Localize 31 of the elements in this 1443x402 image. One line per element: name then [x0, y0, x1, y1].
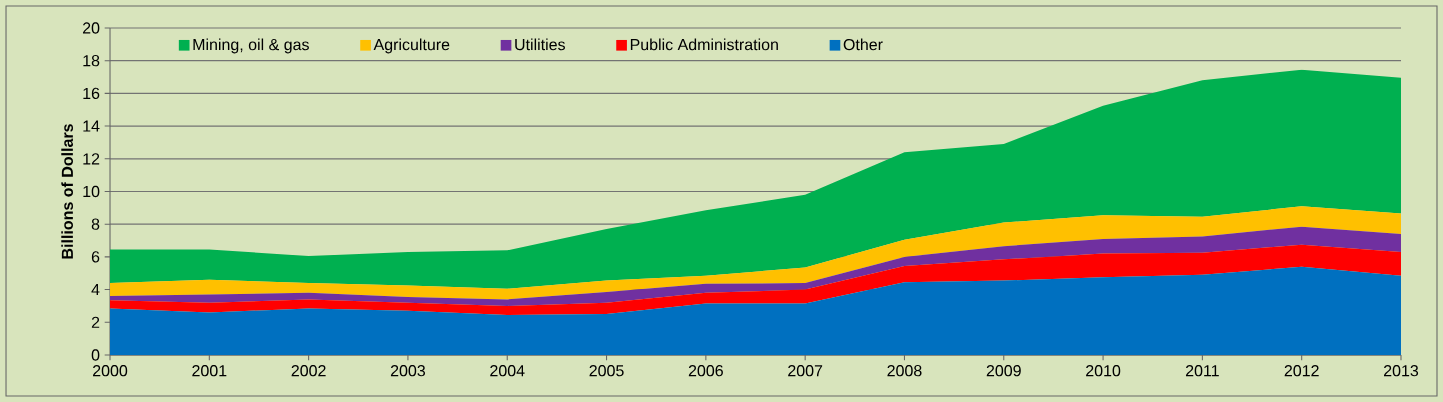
x-tick-label: 2006	[688, 365, 723, 377]
y-tick-label: 12	[83, 153, 100, 165]
x-tick-label: 2010	[1086, 365, 1121, 377]
y-tick-label: 14	[83, 120, 100, 132]
x-tick-label: 2003	[390, 365, 426, 377]
x-tick-label: 2001	[192, 365, 227, 377]
y-tick-label: 8	[91, 218, 100, 230]
x-tick-label: 2009	[986, 365, 1021, 377]
x-tick-label: 2013	[1383, 365, 1419, 377]
legend-label: Mining, oil & gas	[193, 38, 309, 54]
legend-label: Other	[843, 38, 883, 51]
legend-label: Agriculture	[373, 38, 450, 54]
x-tick-label: 2007	[788, 365, 823, 377]
y-tick-label: 18	[83, 55, 100, 67]
x-tick-label: 2012	[1284, 365, 1319, 377]
y-tick-label: 2	[91, 316, 100, 328]
y-tick-label: 10	[83, 185, 100, 198]
x-tick-label: 2005	[589, 365, 624, 377]
y-axis-title: Billions of Dollars	[61, 124, 74, 259]
x-tick-label: 2008	[887, 365, 922, 377]
y-tick-label: 4	[91, 284, 100, 296]
x-tick-label: 2002	[291, 365, 326, 377]
y-tick-label: 16	[83, 87, 100, 100]
y-tick-label: 0	[91, 349, 100, 361]
legend-label: Public Administration	[630, 38, 778, 51]
legend-label: Utilities	[515, 38, 565, 51]
x-tick-label: 2011	[1185, 365, 1219, 377]
x-tick-label: 2000	[93, 365, 128, 377]
y-tick-label: 6	[91, 251, 100, 263]
y-tick-label: 20	[82, 22, 100, 34]
x-tick-label: 2004	[490, 365, 525, 377]
